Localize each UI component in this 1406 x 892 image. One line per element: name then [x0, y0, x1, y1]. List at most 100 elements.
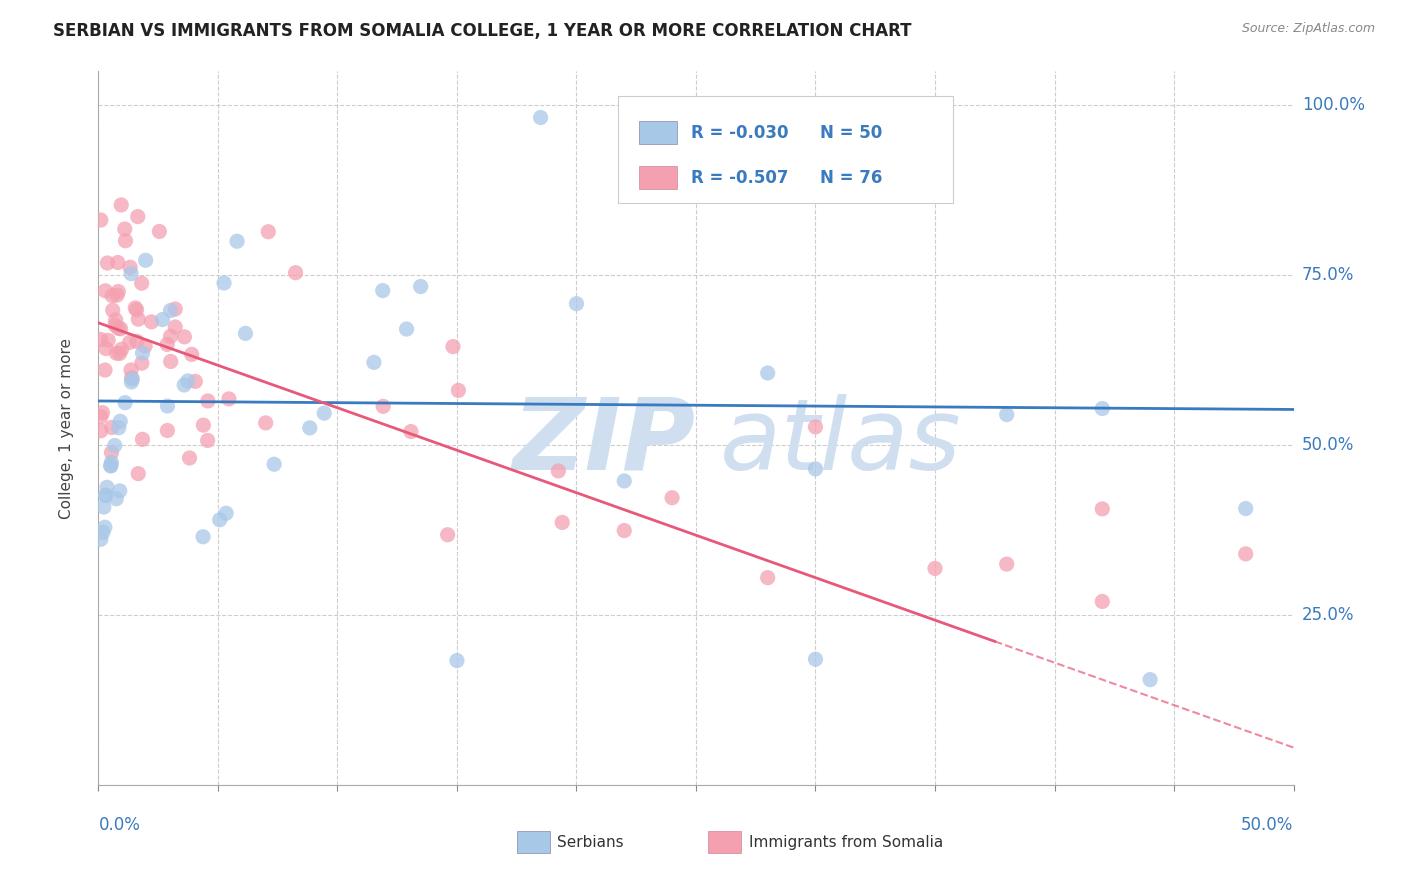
Point [134, 339, 156, 353]
Point [159, 303, 181, 318]
Point [100, 458, 122, 473]
Point [101, 288, 124, 302]
Point [1091, 501, 1114, 516]
Point [613, 474, 636, 488]
Text: 75.0%: 75.0% [1302, 266, 1354, 285]
Point [179, 450, 201, 465]
Point [447, 384, 470, 398]
Point [93, 500, 115, 514]
Text: 50.0%: 50.0% [1302, 436, 1354, 454]
Point [373, 400, 395, 414]
Point [107, 285, 129, 299]
Point [120, 260, 142, 275]
Point [121, 371, 143, 385]
Point [90, 213, 112, 227]
Point [565, 296, 588, 310]
Point [127, 210, 149, 224]
Point [551, 516, 574, 530]
Point [135, 253, 157, 268]
Text: N = 50: N = 50 [820, 124, 883, 142]
Point [90, 409, 112, 424]
Point [409, 279, 432, 293]
Point [173, 378, 195, 392]
Point [208, 513, 231, 527]
Point [120, 267, 142, 281]
Text: Source: ZipAtlas.com: Source: ZipAtlas.com [1241, 22, 1375, 36]
Point [1234, 547, 1257, 561]
Point [804, 652, 827, 666]
Point [197, 393, 219, 408]
Text: ZIP: ZIP [513, 394, 696, 491]
Point [90, 333, 112, 347]
Point [121, 372, 143, 386]
Point [995, 557, 1018, 571]
Point [90, 533, 112, 547]
Point [96, 256, 118, 270]
Point [131, 346, 153, 360]
Point [756, 366, 779, 380]
Point [105, 491, 128, 506]
Point [235, 326, 257, 341]
Point [804, 462, 827, 476]
Point [212, 276, 235, 290]
Point [104, 313, 127, 327]
Point [661, 491, 683, 505]
Point [104, 438, 127, 452]
Point [107, 255, 129, 269]
Point [100, 455, 122, 469]
Point [100, 458, 122, 473]
Text: atlas: atlas [720, 394, 962, 491]
Text: 100.0%: 100.0% [1302, 96, 1365, 114]
Point [446, 654, 468, 668]
Point [165, 301, 187, 316]
Point [105, 346, 128, 360]
Point [441, 340, 464, 354]
Point [107, 321, 129, 335]
Point [127, 467, 149, 481]
Point [152, 312, 174, 326]
Point [254, 416, 277, 430]
Point [156, 337, 179, 351]
Point [120, 375, 142, 389]
Point [125, 334, 148, 349]
Point [399, 425, 422, 439]
Point [114, 395, 136, 409]
Point [110, 198, 132, 212]
Text: Immigrants from Somalia: Immigrants from Somalia [748, 835, 943, 849]
Point [263, 457, 285, 471]
FancyBboxPatch shape [517, 831, 550, 853]
Point [1139, 673, 1161, 687]
Point [1091, 401, 1114, 416]
Point [1091, 594, 1114, 608]
Point [101, 303, 124, 318]
Point [104, 318, 127, 333]
Point [436, 527, 458, 541]
FancyBboxPatch shape [709, 831, 741, 853]
Point [124, 301, 146, 315]
Point [94, 284, 117, 298]
Point [94, 342, 117, 356]
Point [395, 322, 418, 336]
Point [131, 356, 153, 370]
Point [90, 424, 112, 438]
Point [530, 111, 553, 125]
Point [125, 302, 148, 317]
Point [91, 525, 114, 540]
Point [120, 363, 142, 377]
Point [156, 399, 179, 413]
Point [110, 322, 132, 336]
Point [100, 445, 122, 459]
Point [165, 320, 187, 334]
Point [215, 506, 238, 520]
Point [108, 346, 131, 360]
Point [363, 355, 385, 369]
Text: N = 76: N = 76 [820, 169, 883, 186]
Point [756, 571, 779, 585]
Point [547, 464, 569, 478]
Point [156, 424, 179, 438]
Point [924, 561, 946, 575]
Point [197, 434, 219, 448]
Point [226, 234, 249, 248]
Point [1234, 501, 1257, 516]
Point [159, 329, 181, 343]
